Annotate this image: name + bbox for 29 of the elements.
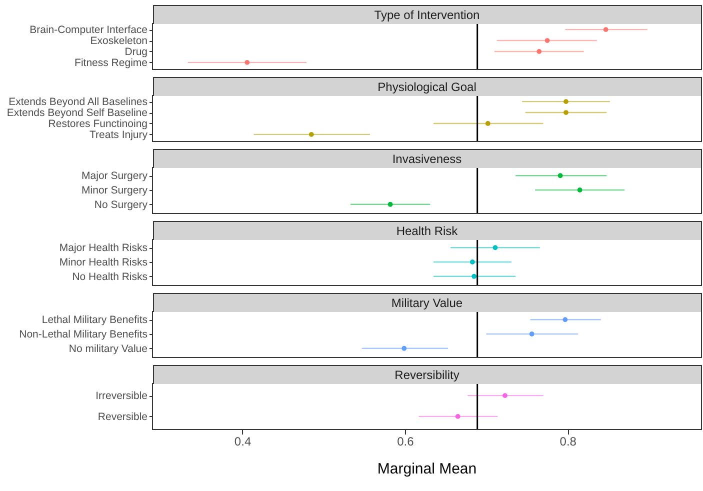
y-tick-label: Treats Injury (90, 128, 148, 141)
y-tick-label: Irreversible (96, 390, 148, 402)
y-tick-label: No military Value (68, 342, 148, 355)
chart-title: Military Value (152, 292, 702, 312)
x-tick-label: 0.8 (560, 434, 577, 448)
y-tick-label: No Health Risks (72, 270, 148, 283)
y-tick-label: Extends Beyond Self Baseline (6, 107, 148, 120)
chart-title: Physiological Goal (152, 76, 702, 96)
y-tick-label: Extends Beyond All Baselines (8, 96, 148, 108)
x-tick-label: 0.6 (397, 434, 414, 448)
chart-title: Type of Intervention (152, 4, 702, 24)
x-tick-label: 0.4 (234, 434, 252, 448)
y-tick-label: Fitness Regime (74, 56, 148, 69)
y-tick-label: Drug (124, 46, 148, 58)
y-tick-label: Exoskeleton (90, 35, 148, 48)
chart-title: Health Risk (152, 220, 702, 240)
chart-title: Reversibility (152, 364, 702, 384)
y-tick-label: Minor Health Risks (59, 256, 148, 268)
y-tick-label: Lethal Military Benefits (42, 314, 148, 326)
y-tick-label: Major Health Risks (59, 242, 148, 254)
x-axis-title: Marginal Mean (377, 460, 477, 478)
y-tick-label: Non-Lethal Military Benefits (19, 328, 148, 340)
y-tick-label: Major Surgery (82, 170, 148, 182)
y-tick-label: Brain-Computer Interface (30, 24, 148, 36)
y-tick-label: Reversible (98, 410, 148, 423)
chart-title: Invasiveness (152, 148, 702, 168)
y-tick-label: Restores Functinoing (48, 118, 148, 130)
y-tick-label: No Surgery (94, 198, 148, 211)
y-tick-label: Minor Surgery (82, 184, 148, 196)
